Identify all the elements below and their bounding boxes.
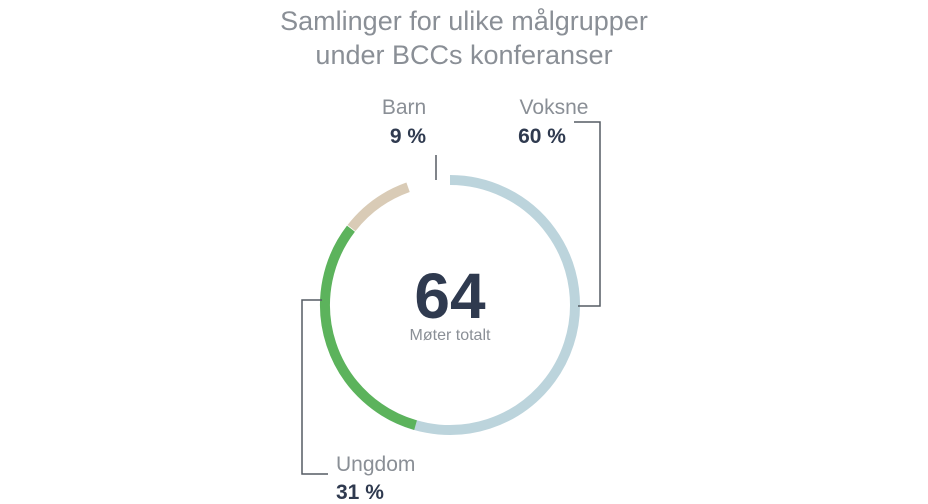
slice-value-voksne: 60 % [518,125,566,148]
connector-lines [301,121,601,475]
center-value: 64 [414,260,486,332]
connector-ungdom [301,299,328,475]
donut-slice-barn [347,182,410,232]
donut-slice-voksne [373,175,580,435]
chart-title-line-2: under BCCs konferanser [315,40,613,70]
connector-voksne [574,121,601,307]
slice-label-voksne: Voksne [520,96,589,119]
slice-value-ungdom: 31 % [336,481,384,504]
donut-arcs [320,175,580,435]
slice-label-barn: Barn [382,96,426,119]
slice-value-barn: 9 % [390,125,427,148]
chart-title: Samlinger for ulike målgrupper under BCC… [0,4,928,72]
donut-slice-ungdom [320,225,417,430]
chart-title-line-1: Samlinger for ulike målgrupper [280,6,648,36]
slice-label-ungdom: Ungdom [336,453,415,476]
center-label: Møter totalt [410,327,491,344]
